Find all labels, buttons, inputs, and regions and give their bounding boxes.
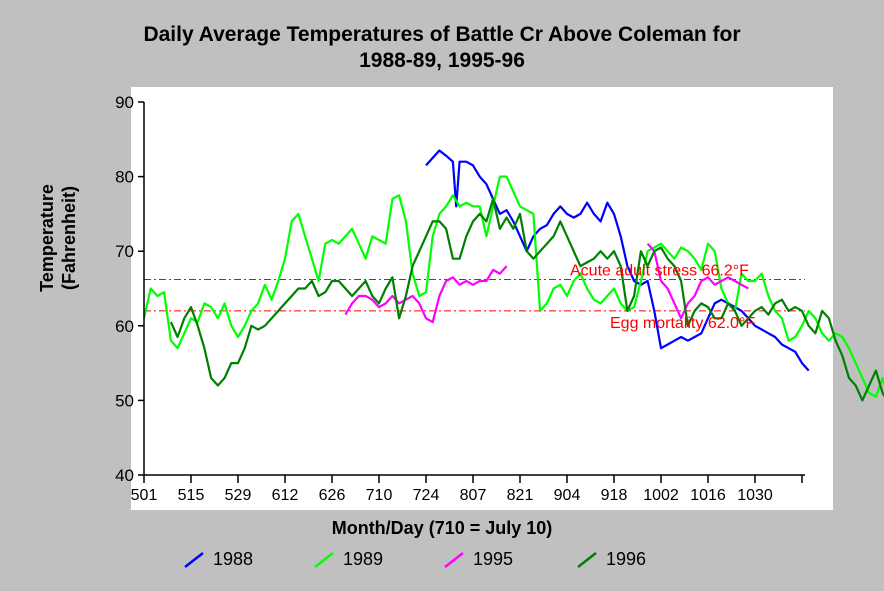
x-axis-label: Month/Day (710 = July 10) [331,518,553,538]
x-tick-label: 1030 [737,487,773,504]
series-line-1988 [425,149,810,372]
x-tick-label: 626 [319,487,346,504]
legend-line-icon [444,552,464,568]
x-tick-label: 918 [601,487,628,504]
x-tick-label: 1016 [690,487,726,504]
y-tick-label: 80 [115,168,134,187]
x-tick-label: 612 [272,487,299,504]
y-axis-label-line-1: Temperature [37,184,57,292]
chart-title: Daily Average Temperatures of Battle Cr … [0,22,884,74]
chart-title-line-2: 1988-89, 1995-96 [359,49,525,72]
legend-line-icon [577,552,597,568]
legend-label: 1988 [213,549,254,569]
y-tick-label: 50 [115,391,134,410]
x-tick-label: 1002 [643,487,679,504]
reference-line-label: Acute adult stress 66.2°F [570,263,749,280]
x-tick-label: 710 [366,487,393,504]
series-line-1995 [344,265,508,324]
x-tick-label: 904 [554,487,581,504]
legend-label: 1995 [473,549,514,569]
x-tick-label: 807 [460,487,487,504]
x-tick-label: 724 [413,487,440,504]
x-tick-label: 529 [225,487,252,504]
y-tick-label: 60 [115,317,134,336]
reference-line-label: Egg mortality 62.0°F [610,315,755,332]
legend-line-icon [314,552,334,568]
y-axis-label-line-2: (Fahrenheit) [59,185,79,291]
x-tick-label: 501 [131,487,158,504]
legend-label: 1989 [343,549,384,569]
legend: 1988 1989 1995 1996 [0,545,884,575]
y-tick-label: 70 [115,242,134,261]
x-tick-label: 515 [178,487,205,504]
chart-title-line-1: Daily Average Temperatures of Battle Cr … [143,23,741,46]
series-line-1989 [142,175,884,398]
series-line-1995 [646,242,749,320]
plot-area [131,87,833,510]
y-tick-label: 90 [115,93,134,112]
y-tick-label: 40 [115,466,134,485]
x-tick-label: 821 [507,487,534,504]
legend-label: 1996 [606,549,647,569]
legend-line-icon [184,552,204,568]
series-line-1996 [169,197,884,402]
